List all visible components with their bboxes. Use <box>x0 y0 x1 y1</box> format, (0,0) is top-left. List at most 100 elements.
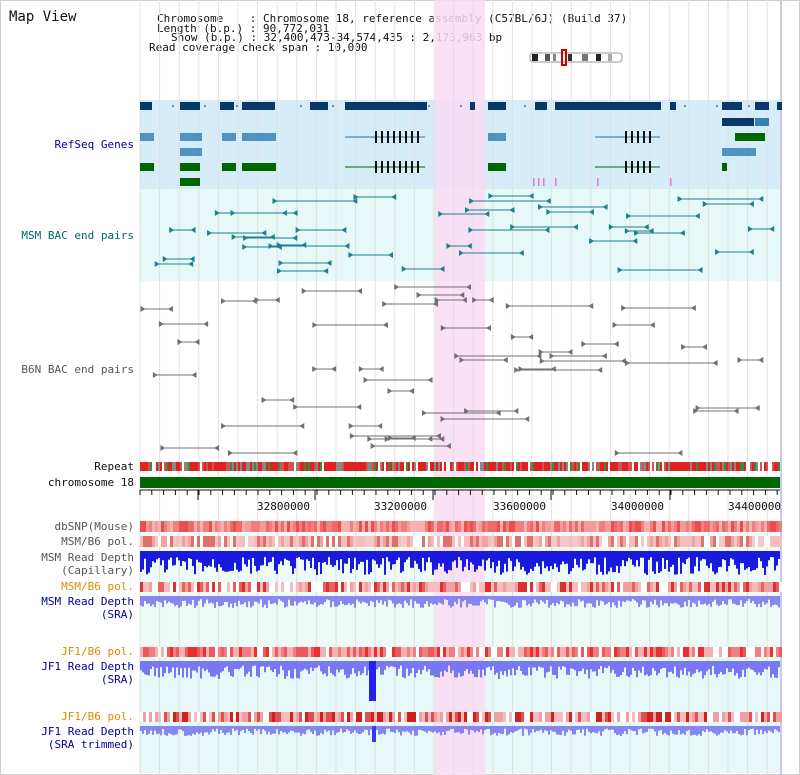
repeat-segment <box>550 462 552 471</box>
heat-cell <box>290 712 293 722</box>
heat-cell <box>722 521 725 532</box>
track-label-msm-b6-pol-2[interactable]: MSM/B6 pol. <box>61 580 134 593</box>
depth-bar <box>460 726 462 734</box>
bac-end <box>514 367 520 373</box>
heat-cell <box>707 536 710 547</box>
heat-cell <box>632 536 635 547</box>
depth-bar <box>382 726 384 734</box>
repeat-segment <box>602 462 604 471</box>
heat-cell <box>575 712 578 722</box>
depth-bar <box>418 596 420 604</box>
heat-cell <box>707 647 710 657</box>
depth-bar <box>544 551 546 569</box>
heat-cell <box>188 647 191 657</box>
heat-cell <box>206 582 209 592</box>
repeat-segment <box>512 462 514 471</box>
depth-bar <box>174 726 176 735</box>
gene-feature <box>488 102 506 110</box>
heat-cell <box>161 712 164 722</box>
heat-cell <box>365 647 368 657</box>
repeat-segment <box>538 462 540 471</box>
heat-cell <box>563 536 566 547</box>
depth-bar <box>508 726 510 735</box>
depth-bar <box>510 661 512 676</box>
depth-bar <box>448 551 450 570</box>
heat-cell <box>389 582 392 592</box>
depth-bar <box>276 551 278 575</box>
depth-bar <box>480 661 482 678</box>
track-label-dbsnp[interactable]: dbSNP(Mouse) <box>54 520 134 533</box>
depth-bar <box>492 551 494 563</box>
depth-bar <box>546 726 548 731</box>
depth-bar <box>500 596 502 602</box>
heat-cell <box>611 712 614 722</box>
heat-cell <box>659 647 662 657</box>
depth-bar <box>550 726 552 731</box>
track-label-jf1-read-depth-sra[interactable]: JF1 Read Depth <box>41 660 134 673</box>
track-label-jf1-b6-pol-2[interactable]: JF1/B6 pol. <box>61 710 134 723</box>
track-label-msm-b6-pol-1[interactable]: MSM/B6 pol. <box>61 535 134 548</box>
depth-bar <box>394 726 396 734</box>
track-label-refseq[interactable]: RefSeq Genes <box>54 138 134 151</box>
depth-bar <box>362 661 364 674</box>
heat-cell <box>659 712 662 722</box>
track-label-b6n-bac[interactable]: B6N BAC end pairs <box>21 363 134 376</box>
bac-end <box>602 204 608 210</box>
heat-cell <box>698 647 701 657</box>
heat-cell <box>746 712 749 722</box>
heat-cell <box>581 521 584 532</box>
depth-bar <box>258 661 260 678</box>
heat-cell <box>347 582 350 592</box>
depth-bar <box>686 551 688 559</box>
depth-bar <box>724 661 726 675</box>
heat-cell <box>722 582 725 592</box>
depth-bar <box>764 596 766 605</box>
track-label-jf1-b6-pol-1[interactable]: JF1/B6 pol. <box>61 645 134 658</box>
depth-bar <box>154 551 156 563</box>
depth-bar <box>394 551 396 564</box>
depth-bar <box>714 661 716 675</box>
heat-cell <box>590 582 593 592</box>
track-label-jf1-read-depth-trimmed[interactable]: JF1 Read Depth <box>41 725 134 738</box>
repeat-segment <box>634 462 636 471</box>
heat-cell <box>254 582 257 592</box>
heat-cell <box>344 536 347 547</box>
heat-cell <box>410 712 413 722</box>
depth-bar <box>470 726 472 730</box>
heat-cell <box>482 536 485 547</box>
depth-bar <box>312 596 314 605</box>
depth-bar <box>400 551 402 573</box>
heat-cell <box>560 521 563 532</box>
depth-bar <box>616 661 618 677</box>
repeat-segment <box>288 462 290 471</box>
depth-bar <box>672 596 674 604</box>
depth-bar <box>342 551 344 574</box>
depth-bar <box>426 726 428 733</box>
depth-bar <box>369 661 376 701</box>
depth-bar <box>208 596 210 604</box>
repeat-segment <box>220 462 222 471</box>
depth-bar <box>544 726 546 731</box>
heat-cell <box>587 582 590 592</box>
heat-cell <box>338 521 341 532</box>
track-label-msm-bac[interactable]: MSM BAC end pairs <box>21 229 134 242</box>
repeat-segment <box>160 462 162 471</box>
depth-bar <box>488 726 490 730</box>
track-label-msm-read-depth-capillary[interactable]: MSM Read Depth <box>41 551 134 564</box>
heat-cell <box>239 521 242 532</box>
heat-cell <box>233 536 236 547</box>
heat-cell <box>554 521 557 532</box>
heat-cell <box>143 647 146 657</box>
repeat-segment <box>170 462 172 471</box>
track-label-msm-read-depth-sra[interactable]: MSM Read Depth <box>41 595 134 608</box>
heat-cell <box>272 582 275 592</box>
heat-cell <box>533 712 536 722</box>
depth-bar <box>320 661 322 672</box>
heat-cell <box>653 521 656 532</box>
heat-cell <box>272 536 275 547</box>
heat-cell <box>278 582 281 592</box>
exon-mark <box>417 131 419 143</box>
heat-cell <box>335 536 338 547</box>
bac-end <box>461 297 467 303</box>
